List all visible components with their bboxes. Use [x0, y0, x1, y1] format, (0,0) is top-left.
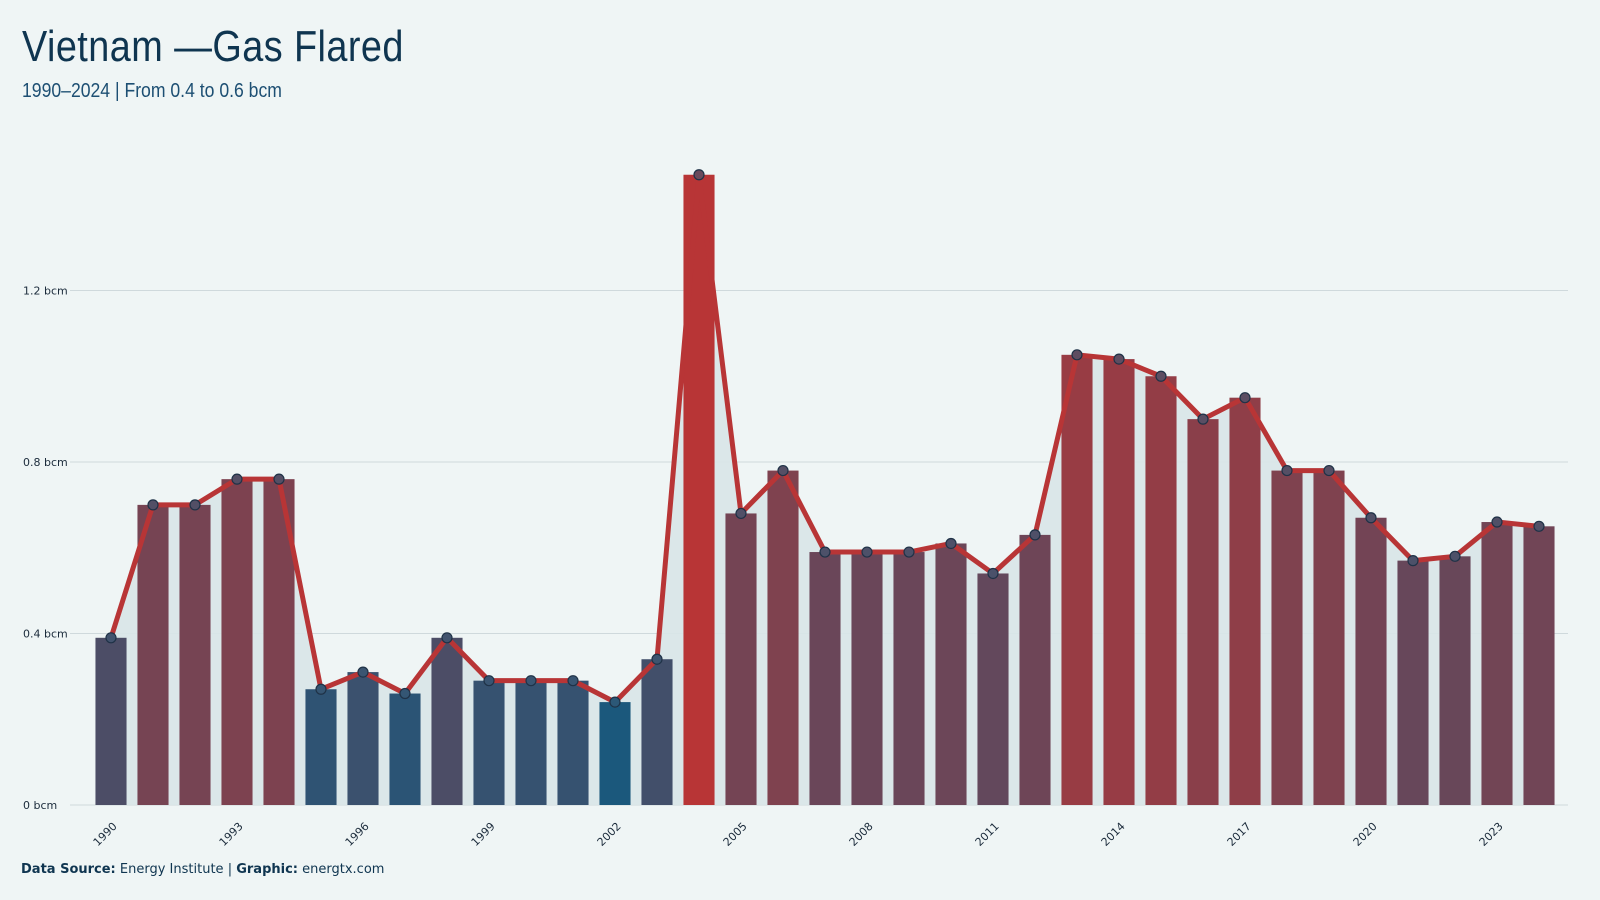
bar-2001: [557, 680, 589, 805]
point-1994: [273, 473, 285, 485]
point-2016: [1197, 413, 1209, 425]
point-1991: [147, 499, 159, 511]
bar-1991: [137, 504, 169, 805]
bar-2012: [1019, 534, 1051, 805]
point-2004: [693, 169, 705, 181]
point-1992: [189, 499, 201, 511]
bar-1999: [473, 680, 505, 805]
point-2022: [1449, 550, 1461, 562]
y-tick-label: 0.8 bcm: [23, 456, 68, 469]
bar-2013: [1061, 354, 1093, 805]
point-2024: [1533, 520, 1545, 532]
bar-2010: [935, 543, 967, 805]
point-2011: [987, 567, 999, 580]
y-tick-label: 0.4 bcm: [23, 628, 68, 641]
x-tick-label: 2020: [1351, 820, 1380, 849]
bar-2000: [515, 680, 547, 805]
point-2002: [609, 696, 621, 708]
point-2018: [1281, 464, 1293, 477]
bar-2024: [1523, 526, 1555, 805]
bar-2003: [641, 659, 673, 805]
point-2010: [945, 537, 957, 550]
bar-1990: [95, 637, 127, 805]
bar-1998: [431, 637, 463, 805]
bar-2009: [893, 552, 925, 805]
bar-2017: [1229, 397, 1261, 805]
area-fill: [111, 174, 1539, 806]
x-tick-label: 2011: [973, 820, 1002, 849]
x-tick-label: 1990: [91, 820, 120, 849]
point-2006: [777, 464, 789, 477]
bar-2022: [1439, 556, 1471, 805]
graphic-label: Graphic:: [236, 862, 298, 877]
bar-1992: [179, 504, 211, 805]
point-1995: [315, 683, 327, 695]
point-2014: [1113, 353, 1125, 365]
point-1996: [357, 666, 369, 678]
chart-subtitle: 1990–2024 | From 0.4 to 0.6 bcm: [22, 80, 282, 102]
footer-separator: |: [227, 862, 233, 877]
point-2020: [1365, 512, 1377, 524]
bar-2011: [977, 573, 1009, 805]
x-tick-label: 1993: [217, 820, 246, 849]
source-value: Energy Institute: [119, 862, 224, 877]
footer-credits: Data Source: Energy Institute | Graphic:…: [21, 862, 384, 877]
bar-2006: [767, 470, 799, 805]
point-2023: [1491, 516, 1503, 528]
point-2009: [903, 546, 915, 558]
x-tick-label: 2017: [1225, 820, 1254, 849]
source-label: Data Source:: [21, 862, 116, 877]
point-2000: [525, 675, 537, 687]
point-2017: [1239, 392, 1251, 404]
bar-2002: [599, 702, 631, 805]
bar-2023: [1481, 522, 1513, 805]
bar-2021: [1397, 560, 1429, 805]
point-2001: [567, 675, 579, 687]
point-2003: [651, 653, 663, 665]
bar-2018: [1271, 470, 1303, 805]
point-2005: [735, 507, 747, 520]
point-2008: [861, 546, 873, 558]
x-tick-label: 2014: [1099, 820, 1128, 849]
point-2012: [1029, 529, 1041, 541]
point-1993: [231, 473, 243, 485]
x-tick-label: 2008: [847, 820, 876, 849]
point-1999: [483, 675, 495, 687]
y-tick-label: 1.2 bcm: [23, 285, 68, 298]
point-1997: [399, 687, 411, 700]
bar-2007: [809, 552, 841, 805]
bar-1995: [305, 689, 337, 805]
chart-title: Vietnam —Gas Flared: [22, 22, 404, 71]
point-2015: [1155, 370, 1167, 382]
x-tick-label: 1999: [469, 820, 498, 849]
bar-2008: [851, 552, 883, 805]
bar-2020: [1355, 517, 1387, 805]
point-2019: [1323, 464, 1335, 477]
x-tick-label: 2005: [721, 820, 750, 849]
point-2007: [819, 546, 831, 558]
bar-2014: [1103, 359, 1135, 805]
y-tick-label: 0 bcm: [23, 799, 57, 812]
bar-2005: [725, 513, 757, 805]
graphic-value: energtx.com: [302, 862, 385, 877]
x-tick-label: 1996: [343, 820, 372, 849]
x-tick-label: 2023: [1477, 820, 1506, 849]
point-1990: [105, 632, 117, 644]
point-1998: [441, 632, 453, 644]
point-2021: [1407, 555, 1419, 567]
bar-1996: [347, 672, 379, 805]
bar-2019: [1313, 470, 1345, 805]
x-tick-label: 2002: [595, 820, 624, 849]
bar-1993: [221, 479, 253, 805]
bar-2015: [1145, 376, 1177, 805]
point-2013: [1071, 349, 1083, 361]
bar-2016: [1187, 419, 1219, 805]
bar-1997: [389, 693, 421, 805]
